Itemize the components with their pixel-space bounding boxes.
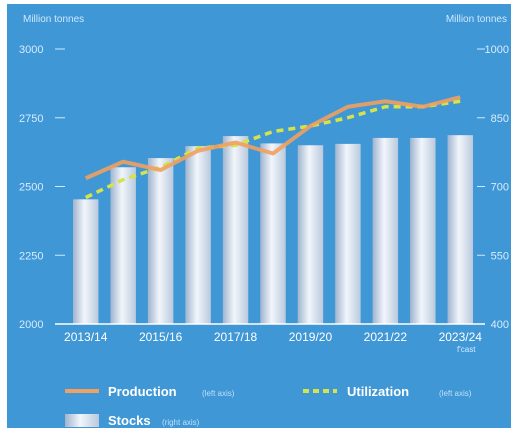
left-tick-label-2250: 2250 (19, 250, 43, 262)
right-tick-label-850: 850 (491, 113, 509, 125)
x-tick-label-2021/22: 2021/22 (364, 330, 408, 344)
stocks-bar-2021/22 (372, 137, 399, 324)
left-tick-label-2750: 2750 (19, 113, 43, 125)
stocks-bar-2018/19 (260, 143, 286, 324)
legend-note-stocks: (right axis) (162, 418, 200, 427)
right-tick-label-550: 550 (491, 250, 509, 262)
right-tick-label-700: 700 (491, 182, 509, 194)
right-axis-title: Million tonnes (446, 14, 507, 25)
legend-swatch-stocks (65, 414, 99, 427)
right-axis-ticks: 400 550 700 850 1000 (477, 44, 509, 331)
production-line (84, 95, 461, 181)
stocks-bar-2023/24 (447, 135, 474, 324)
legend: Production (left axis) Utilization (left… (65, 384, 472, 428)
legend-label-production: Production (108, 384, 177, 399)
legend-label-stocks: Stocks (108, 413, 151, 428)
x-tick-label-2019/20: 2019/20 (289, 330, 333, 344)
legend-label-utilization: Utilization (347, 384, 409, 399)
left-tick-label-3000: 3000 (19, 44, 43, 56)
stocks-bar-2019/20 (297, 145, 324, 324)
stocks-bar-2020/21 (335, 143, 361, 324)
right-tick-label-1000: 1000 (485, 44, 509, 56)
legend-item-utilization: Utilization (left axis) (303, 384, 472, 399)
stocks-bar-2014/15 (110, 167, 136, 324)
stocks-bar-2017/18 (222, 136, 249, 324)
left-tick-label-2000: 2000 (19, 319, 43, 331)
x-tick-label-2017/18: 2017/18 (214, 330, 258, 344)
left-tick-label-2500: 2500 (19, 182, 43, 194)
chart: Million tonnes Million tonnes 2000 2250 25… (19, 14, 509, 428)
bars (72, 135, 474, 324)
chart-panel: Million tonnes Million tonnes 2000 2250 25… (7, 4, 511, 428)
utilization-line (84, 99, 461, 200)
legend-note-utilization: (left axis) (439, 389, 472, 398)
stocks-bar-2015/16 (147, 158, 174, 324)
forecast-note: f'cast (457, 345, 476, 354)
series-lines (84, 95, 461, 200)
legend-item-production: Production (left axis) (65, 384, 235, 399)
x-axis-ticks: 2013/14 2015/16 2017/18 2019/20 2021/22 2023/… (64, 330, 482, 354)
legend-note-production: (left axis) (202, 389, 235, 398)
left-axis-title: Million tonnes (23, 14, 84, 25)
stocks-bar-2013/14 (72, 199, 99, 324)
x-tick-label-2013/14: 2013/14 (64, 330, 108, 344)
x-tick-label-2023/24: 2023/24 (439, 330, 483, 344)
left-axis-ticks: 2000 2250 2500 2750 3000 (19, 44, 65, 331)
stocks-bar-2016/17 (185, 146, 211, 324)
legend-item-stocks: Stocks (right axis) (65, 413, 200, 428)
stocks-bar-2022/23 (410, 137, 436, 324)
right-tick-label-400: 400 (491, 319, 509, 331)
x-tick-label-2015/16: 2015/16 (139, 330, 183, 344)
